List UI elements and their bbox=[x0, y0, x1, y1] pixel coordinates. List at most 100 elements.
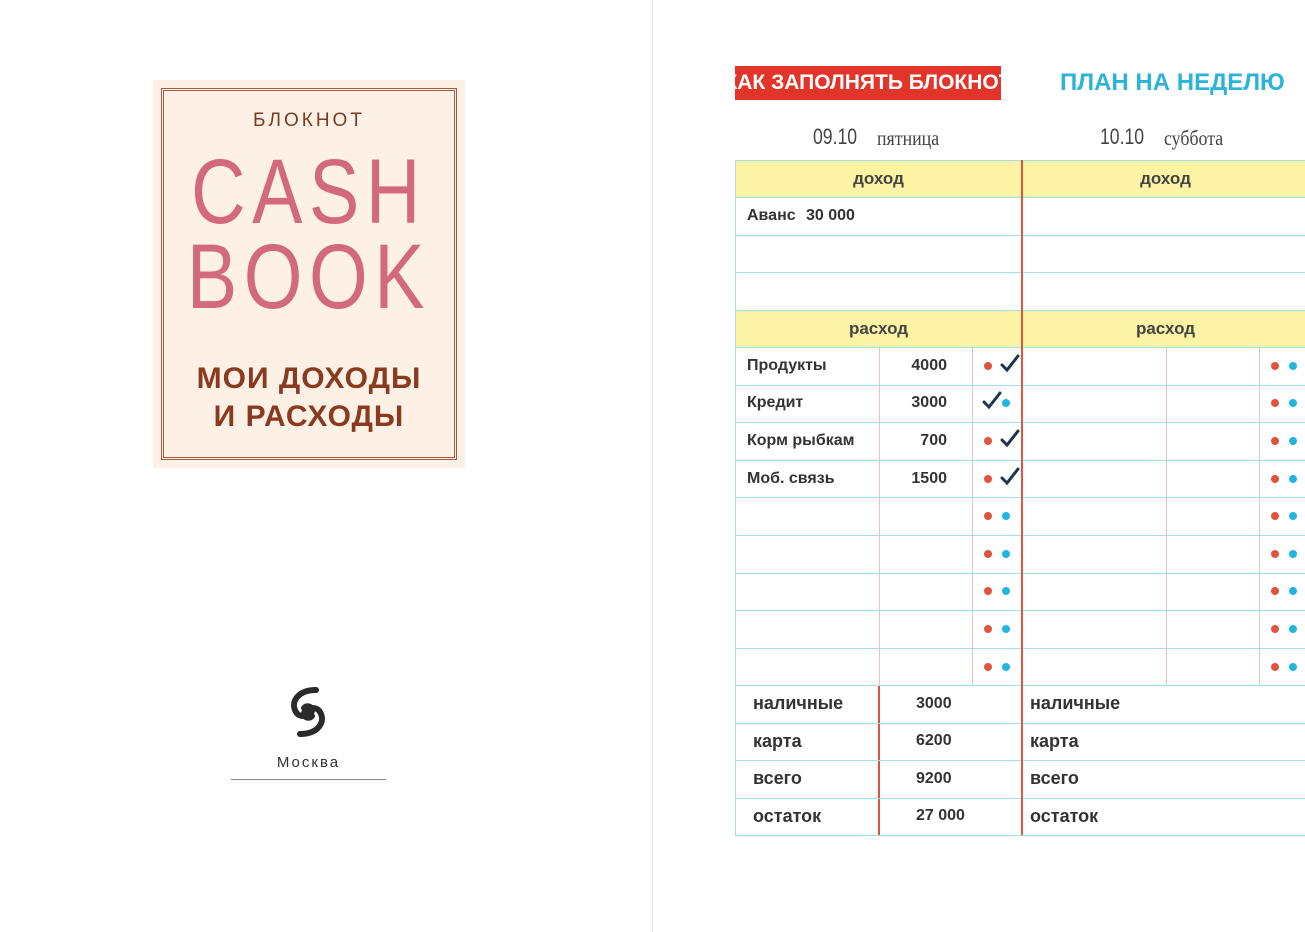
check-icon bbox=[1000, 354, 1020, 373]
check-icon bbox=[982, 391, 1002, 410]
status-dot bbox=[1289, 474, 1297, 483]
row-rule bbox=[735, 685, 1305, 687]
status-dot bbox=[984, 474, 992, 483]
date: 10.10 bbox=[1100, 124, 1145, 149]
row-rule bbox=[735, 610, 1305, 612]
check-icon bbox=[1000, 429, 1020, 448]
summary-value: 27 000 bbox=[916, 807, 965, 825]
status-dot bbox=[984, 587, 992, 596]
row-rule bbox=[735, 572, 1305, 574]
expense-amount: 1500 bbox=[911, 469, 947, 487]
status-dot bbox=[1271, 437, 1279, 445]
status-dot bbox=[984, 662, 992, 671]
summary-value: 6200 bbox=[916, 732, 952, 750]
row-rule bbox=[735, 497, 1305, 499]
expense-item: Кредит bbox=[747, 394, 804, 412]
row-rule bbox=[735, 835, 1305, 836]
status-dot bbox=[1289, 399, 1297, 408]
check-mark bbox=[982, 391, 1002, 411]
status-dot bbox=[1289, 549, 1297, 558]
spine bbox=[652, 0, 653, 932]
row-rule bbox=[735, 459, 1305, 461]
publisher-city: Москва bbox=[276, 754, 341, 771]
status-dot bbox=[984, 361, 992, 370]
income-amount: 30 000 bbox=[806, 206, 855, 224]
cover-frame bbox=[161, 88, 457, 460]
expense-amount: 3000 bbox=[911, 394, 947, 412]
row-rule bbox=[735, 310, 1305, 311]
column-rule bbox=[879, 347, 880, 685]
weekday: суббота bbox=[1164, 126, 1224, 150]
summary-label: наличные bbox=[753, 693, 844, 714]
check-mark bbox=[1000, 429, 1020, 449]
column-rule bbox=[1259, 347, 1260, 685]
section-heading: ПЛАН НА НЕДЕЛЮ bbox=[1060, 69, 1285, 96]
row-rule bbox=[735, 797, 1305, 799]
publisher-rule bbox=[231, 779, 386, 780]
cover-title: BOOK bbox=[186, 226, 432, 328]
check-icon bbox=[1000, 467, 1020, 485]
summary-label: наличные bbox=[1030, 693, 1121, 714]
check-mark bbox=[1000, 354, 1020, 374]
status-dot bbox=[1271, 361, 1279, 370]
status-dot bbox=[1002, 399, 1010, 408]
summary-label: остаток bbox=[753, 805, 822, 826]
row-rule bbox=[735, 535, 1305, 536]
expense-item: Продукты bbox=[747, 356, 827, 374]
summary-value: 3000 bbox=[916, 694, 952, 712]
status-dot bbox=[1289, 512, 1297, 521]
publisher-logo bbox=[291, 687, 325, 737]
status-dot bbox=[1002, 512, 1010, 521]
cover-subtitle: МОИ ДОХОДЫ bbox=[196, 362, 422, 395]
row-rule bbox=[735, 647, 1305, 649]
row-rule bbox=[735, 722, 1305, 724]
expense-amount: 4000 bbox=[911, 356, 947, 374]
date: 09.10 bbox=[813, 124, 858, 149]
cover: БЛОКНОТ CASH BOOK МОИ ДОХОДЫ И РАСХОДЫ bbox=[153, 80, 465, 468]
summary-label: карта bbox=[1030, 730, 1079, 751]
cover-label: БЛОКНОТ bbox=[253, 110, 365, 131]
summary-label: всего bbox=[1030, 768, 1079, 789]
row-rule bbox=[735, 422, 1305, 424]
summary-value: 9200 bbox=[916, 769, 952, 787]
summary-label: карта bbox=[753, 730, 802, 751]
status-dot bbox=[1002, 549, 1010, 558]
weekday: пятница bbox=[877, 126, 940, 150]
row-rule bbox=[735, 197, 1305, 198]
status-dot bbox=[1271, 399, 1279, 408]
status-dot bbox=[1271, 587, 1279, 596]
summary-label: остаток bbox=[1030, 805, 1099, 826]
expense-amount: 700 bbox=[920, 431, 947, 449]
status-dot bbox=[1271, 625, 1279, 633]
expense-item: Корм рыбкам bbox=[747, 431, 855, 449]
status-dot bbox=[984, 549, 992, 558]
column-rule bbox=[1166, 347, 1167, 685]
status-dot bbox=[1289, 662, 1297, 671]
row-rule bbox=[735, 384, 1305, 386]
status-dot bbox=[1002, 662, 1010, 671]
expense-item: Моб. связь bbox=[747, 469, 835, 487]
cover-title: CASH bbox=[191, 141, 427, 243]
expense-header: расход bbox=[735, 310, 1022, 347]
status-dot bbox=[1289, 361, 1297, 370]
status-dot bbox=[1002, 625, 1010, 633]
income-item: Аванс bbox=[747, 206, 796, 224]
row-rule bbox=[735, 760, 1305, 761]
income-header: доход bbox=[735, 160, 1022, 197]
status-dot bbox=[1271, 474, 1279, 483]
day-divider bbox=[1021, 160, 1023, 835]
column-rule bbox=[972, 347, 973, 685]
status-dot bbox=[1271, 662, 1279, 671]
status-dot bbox=[1289, 437, 1297, 445]
check-mark bbox=[1000, 467, 1020, 487]
status-dot bbox=[1271, 512, 1279, 521]
expense-header: расход bbox=[1022, 310, 1305, 347]
row-rule bbox=[735, 347, 1305, 348]
status-dot bbox=[984, 437, 992, 445]
cover-subtitle: И РАСХОДЫ bbox=[213, 400, 405, 433]
status-dot bbox=[1271, 549, 1279, 558]
instructions-badge[interactable]: КАК ЗАПОЛНЯТЬ БЛОКНОТ bbox=[724, 66, 1012, 100]
row-rule bbox=[735, 160, 1305, 161]
